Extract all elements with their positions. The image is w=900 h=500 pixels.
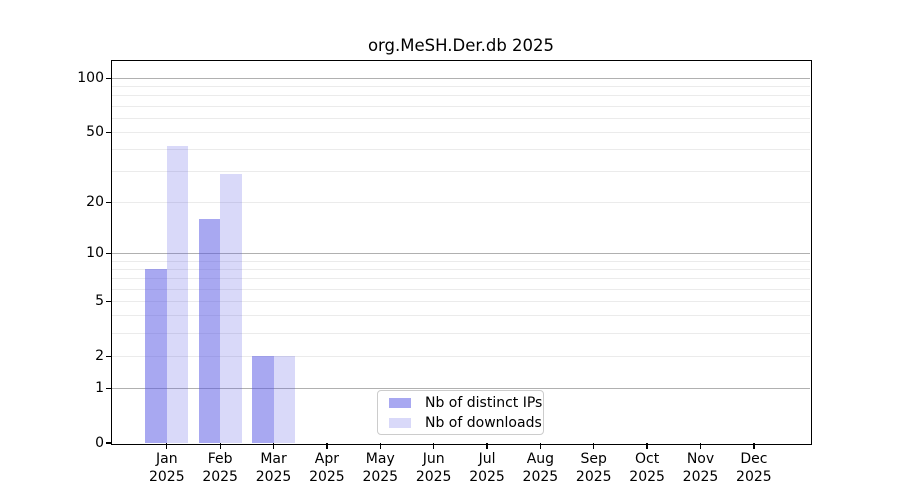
x-tick-label-apr: Apr 2025 (309, 451, 345, 485)
legend-swatch-distinct-ips (389, 397, 411, 408)
y-tick-label-10: 10 (86, 245, 104, 262)
gridline-major-10 (112, 252, 810, 254)
x-tick-jul (486, 443, 488, 449)
x-tick-feb (219, 443, 221, 449)
gridline-minor-8 (112, 268, 810, 270)
x-tick-may (379, 443, 381, 449)
y-tick-label-50: 50 (86, 124, 104, 141)
x-tick-label-dec: Dec 2025 (736, 451, 772, 485)
x-tick-mar (272, 443, 275, 449)
gridline-minor-2 (112, 355, 810, 357)
x-tick-label-jun: Jun 2025 (415, 451, 452, 485)
bar-feb-downloads (220, 174, 242, 443)
gridline-minor-9 (112, 260, 810, 262)
chart-title: org.MeSH.Der.db 2025 (367, 36, 555, 55)
x-tick-apr (326, 443, 328, 449)
y-tick-1 (105, 387, 112, 389)
gridline-minor-6 (112, 288, 810, 290)
gridline-minor-60 (112, 117, 810, 119)
y-tick-20 (105, 201, 112, 203)
x-tick-label-nov: Nov 2025 (682, 451, 719, 485)
bar-mar-distinct-ips (252, 356, 274, 443)
y-tick-label-1: 1 (95, 380, 104, 397)
x-tick-label-oct: Oct 2025 (629, 451, 665, 485)
x-tick-oct (646, 443, 648, 449)
gridline-minor-3 (112, 332, 810, 334)
x-tick-jun (433, 443, 435, 449)
legend-entry-downloads: Nb of downloads (389, 413, 543, 433)
x-tick-jan (166, 443, 168, 449)
x-tick-label-may: May 2025 (362, 451, 399, 485)
gridline-minor-80 (112, 95, 810, 97)
gridline-major-100 (112, 77, 810, 79)
y-tick-0 (105, 442, 112, 444)
x-tick-label-jul: Jul 2025 (469, 451, 505, 485)
bar-mar-downloads (273, 356, 295, 443)
x-tick-sep (593, 443, 595, 449)
gridline-minor-7 (112, 278, 810, 280)
legend-label-downloads: Nb of downloads (425, 414, 542, 431)
gridline-major-1 (112, 387, 810, 389)
gridline-minor-90 (112, 85, 810, 87)
y-tick-label-20: 20 (86, 194, 104, 211)
plot-area: Nb of distinct IPs Nb of downloads (112, 61, 810, 443)
bar-feb-distinct-ips (198, 219, 221, 443)
legend: Nb of distinct IPs Nb of downloads (377, 390, 544, 435)
legend-swatch-downloads (389, 417, 411, 428)
y-tick-5 (105, 300, 112, 303)
x-tick-dec (753, 443, 755, 449)
y-tick-10 (105, 252, 112, 255)
gridline-minor-70 (112, 105, 810, 107)
x-tick-label-mar: Mar 2025 (255, 451, 292, 485)
gridline-minor-50 (112, 131, 810, 133)
legend-entry-distinct-ips: Nb of distinct IPs (389, 393, 543, 413)
x-tick-label-sep: Sep 2025 (575, 451, 612, 485)
x-tick-label-aug: Aug 2025 (522, 451, 559, 485)
bar-jan-downloads (166, 145, 189, 443)
y-tick-label-0: 0 (95, 435, 104, 451)
y-tick-label-2: 2 (95, 348, 104, 365)
gridline-minor-20 (112, 201, 810, 203)
x-tick-label-jan: Jan 2025 (148, 451, 185, 485)
gridline-minor-5 (112, 300, 810, 302)
y-tick-50 (105, 131, 112, 133)
gridline-minor-40 (112, 148, 810, 150)
gridline-minor-30 (112, 171, 810, 173)
bar-jan-distinct-ips (145, 269, 167, 443)
y-tick-2 (105, 355, 112, 357)
gridline-minor-4 (112, 315, 810, 317)
y-tick-label-5: 5 (95, 293, 104, 310)
x-tick-label-feb: Feb 2025 (202, 451, 238, 485)
x-tick-nov (699, 443, 702, 449)
x-tick-aug (539, 443, 542, 449)
y-tick-100 (105, 77, 112, 79)
legend-label-distinct-ips: Nb of distinct IPs (425, 394, 543, 411)
y-tick-label-100: 100 (77, 70, 104, 87)
